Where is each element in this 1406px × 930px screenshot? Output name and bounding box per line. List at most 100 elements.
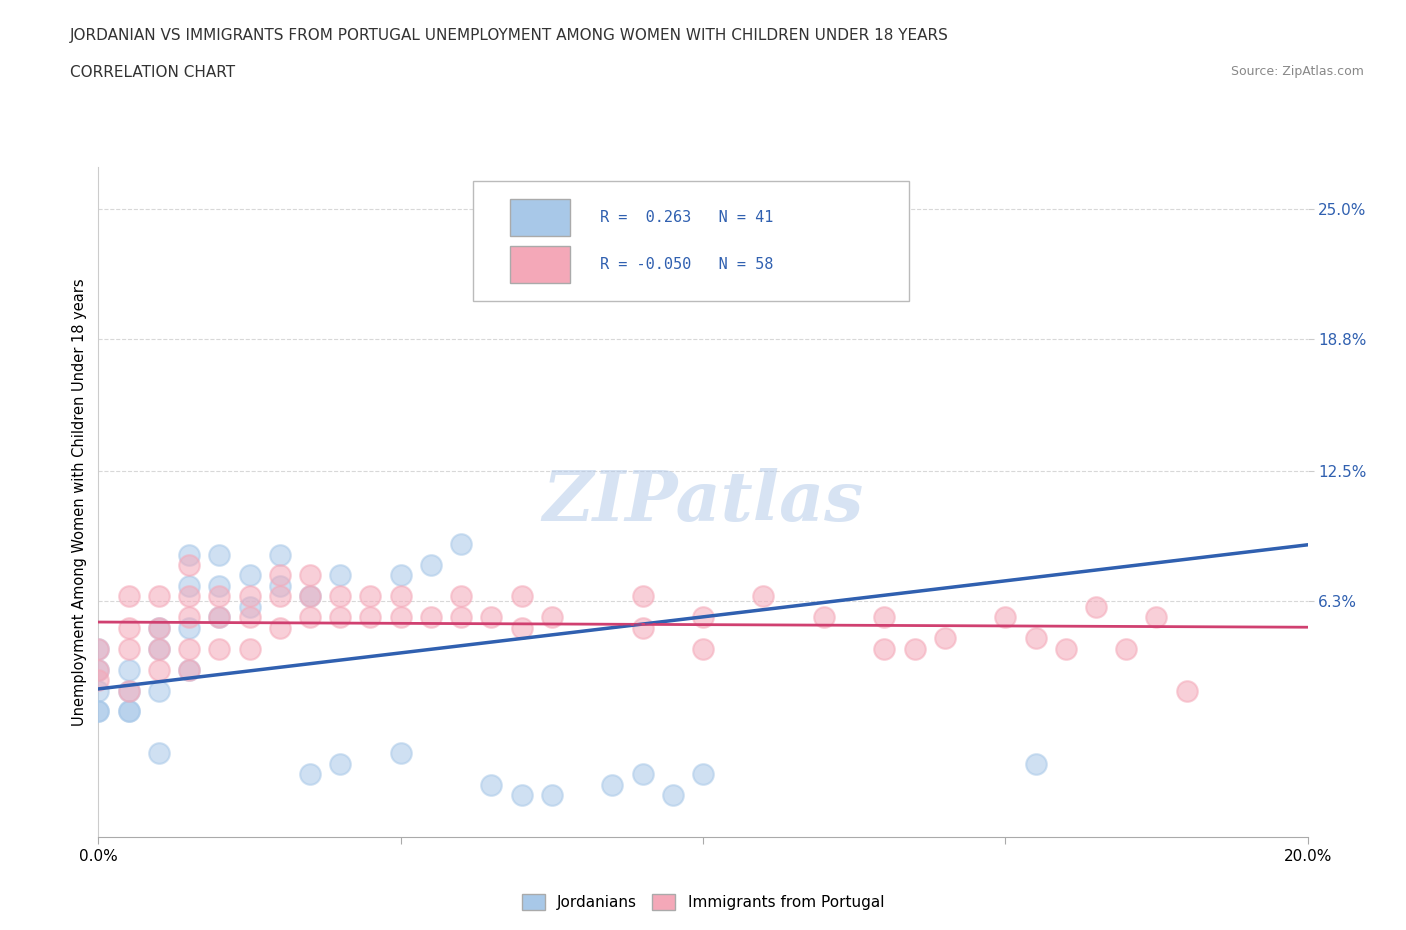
Point xyxy=(177,642,201,657)
Point xyxy=(360,589,382,604)
Point xyxy=(177,589,201,604)
Point xyxy=(450,589,472,604)
Point xyxy=(148,683,170,698)
Point xyxy=(329,589,352,604)
Point xyxy=(208,642,231,657)
Point xyxy=(419,610,441,625)
Point xyxy=(87,704,110,719)
Text: R =  0.263   N = 41: R = 0.263 N = 41 xyxy=(600,210,773,225)
Text: Source: ZipAtlas.com: Source: ZipAtlas.com xyxy=(1230,65,1364,78)
Point xyxy=(87,683,110,698)
Point xyxy=(1024,631,1046,645)
Point xyxy=(118,704,141,719)
Point xyxy=(118,683,141,698)
Point xyxy=(1144,610,1167,625)
Point xyxy=(389,746,412,761)
Point xyxy=(329,610,352,625)
Point xyxy=(329,756,352,771)
Point xyxy=(208,610,231,625)
Point xyxy=(177,558,201,573)
Point xyxy=(239,568,262,583)
FancyBboxPatch shape xyxy=(509,246,569,283)
Point xyxy=(87,672,110,687)
Point xyxy=(118,642,141,657)
Point xyxy=(148,620,170,635)
Point xyxy=(692,610,714,625)
Point xyxy=(177,662,201,677)
Point xyxy=(389,568,412,583)
Point xyxy=(873,610,896,625)
Legend: Jordanians, Immigrants from Portugal: Jordanians, Immigrants from Portugal xyxy=(516,888,890,916)
Point xyxy=(177,578,201,593)
Point xyxy=(510,589,533,604)
Point xyxy=(239,642,262,657)
Point xyxy=(118,589,141,604)
Point xyxy=(87,662,110,677)
Point xyxy=(87,662,110,677)
Point xyxy=(269,568,291,583)
Point xyxy=(269,547,291,562)
Point xyxy=(118,662,141,677)
Point xyxy=(661,788,683,803)
Text: R = -0.050   N = 58: R = -0.050 N = 58 xyxy=(600,257,773,272)
Text: ZIPatlas: ZIPatlas xyxy=(543,469,863,536)
Point xyxy=(299,610,322,625)
Point xyxy=(208,547,231,562)
Point xyxy=(329,568,352,583)
Point xyxy=(208,610,231,625)
FancyBboxPatch shape xyxy=(509,199,569,236)
Point xyxy=(389,610,412,625)
Point xyxy=(994,610,1017,625)
FancyBboxPatch shape xyxy=(474,180,908,301)
Text: CORRELATION CHART: CORRELATION CHART xyxy=(70,65,235,80)
Point xyxy=(602,777,624,792)
Point xyxy=(1054,642,1077,657)
Point xyxy=(148,642,170,657)
Point xyxy=(481,610,503,625)
Point xyxy=(148,620,170,635)
Point xyxy=(269,620,291,635)
Point xyxy=(177,620,201,635)
Point xyxy=(360,610,382,625)
Text: JORDANIAN VS IMMIGRANTS FROM PORTUGAL UNEMPLOYMENT AMONG WOMEN WITH CHILDREN UND: JORDANIAN VS IMMIGRANTS FROM PORTUGAL UN… xyxy=(70,28,949,43)
Point xyxy=(873,642,896,657)
Point xyxy=(510,620,533,635)
Point xyxy=(148,642,170,657)
Point xyxy=(118,683,141,698)
Point xyxy=(692,766,714,781)
Point xyxy=(1175,683,1198,698)
Point xyxy=(813,610,835,625)
Point xyxy=(752,589,775,604)
Point xyxy=(177,662,201,677)
Point xyxy=(481,777,503,792)
Point xyxy=(177,610,201,625)
Point xyxy=(299,568,322,583)
Point xyxy=(87,642,110,657)
Point xyxy=(389,589,412,604)
Point xyxy=(118,620,141,635)
Point xyxy=(450,537,472,551)
Point xyxy=(299,589,322,604)
Point xyxy=(87,704,110,719)
Point xyxy=(631,620,654,635)
Point xyxy=(148,589,170,604)
Point xyxy=(269,578,291,593)
Point xyxy=(177,547,201,562)
Point xyxy=(934,631,956,645)
Point xyxy=(419,558,441,573)
Point xyxy=(239,600,262,615)
Point xyxy=(208,589,231,604)
Point xyxy=(692,642,714,657)
Point xyxy=(148,662,170,677)
Point xyxy=(208,578,231,593)
Point xyxy=(87,642,110,657)
Point xyxy=(239,589,262,604)
Point xyxy=(239,610,262,625)
Point xyxy=(299,766,322,781)
Point xyxy=(904,642,927,657)
Point xyxy=(873,275,896,290)
Point xyxy=(510,788,533,803)
Point xyxy=(1024,756,1046,771)
Point xyxy=(299,589,322,604)
Point xyxy=(631,589,654,604)
